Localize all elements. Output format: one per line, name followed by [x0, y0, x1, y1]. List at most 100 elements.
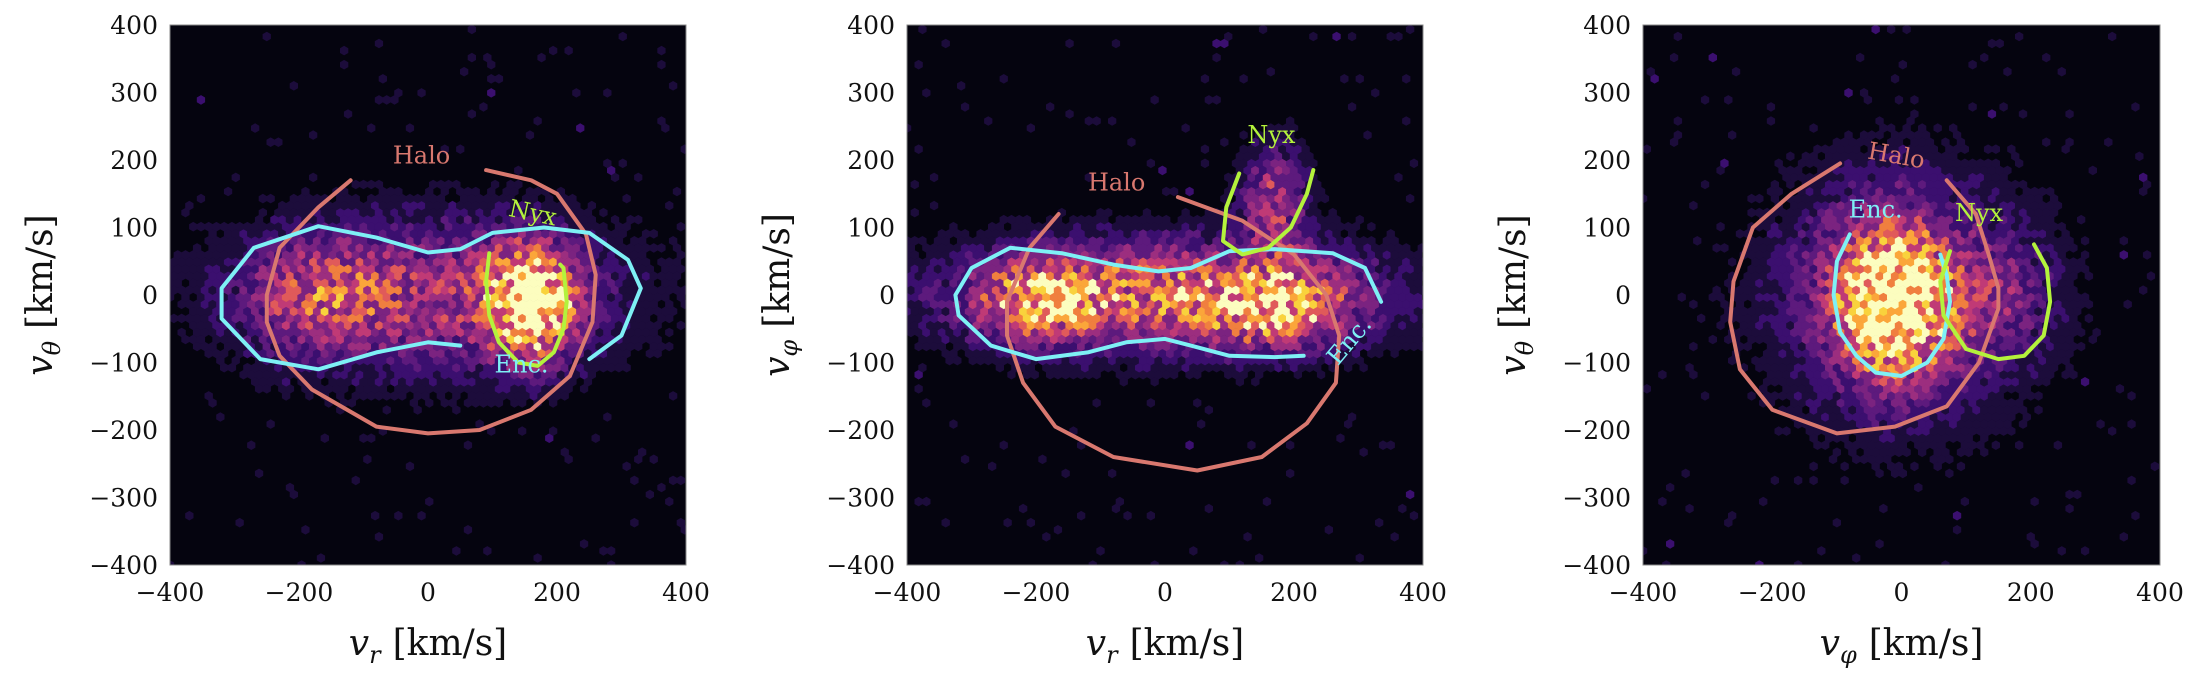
hexbin-cell — [1282, 264, 1291, 274]
hexbin-cell — [510, 214, 519, 225]
hexbin-cell — [347, 313, 356, 324]
hexbin-cell — [1069, 229, 1078, 239]
hexbin-cell — [2015, 313, 2024, 324]
hexbin-cell — [2038, 313, 2047, 324]
hexbin-cell — [487, 369, 496, 380]
hexbin-cell — [1398, 306, 1407, 317]
hexbin-cell — [1177, 355, 1186, 366]
hexbin-cell — [1347, 412, 1357, 422]
hexbin-cell — [995, 264, 1004, 274]
hexbin-cell — [2003, 377, 2012, 387]
hexbin-cell — [448, 327, 457, 338]
hexbin-cell — [1890, 271, 1900, 281]
hexbin-cell — [1189, 546, 1198, 556]
hexbin-cell — [394, 299, 403, 310]
hexbin-cell — [351, 377, 360, 387]
hexbin-cell — [1840, 306, 1849, 317]
hexbin-cell — [436, 306, 446, 317]
hexbin-cell — [1840, 405, 1849, 415]
hexbin-cell — [347, 369, 356, 380]
hexbin-cell — [2003, 278, 2012, 288]
hexbin-cell — [1359, 250, 1368, 260]
hexbin-cell — [1821, 384, 1830, 394]
hexbin-cell — [429, 377, 438, 387]
hexbin-cell — [1817, 193, 1826, 204]
hexbin-cell — [1786, 306, 1795, 317]
hexbin-cell — [2003, 320, 2012, 331]
hexbin-cell — [603, 158, 612, 169]
hexbin-cell — [1782, 214, 1791, 225]
hexbin-cell — [281, 278, 291, 288]
hexbin-cell — [1305, 207, 1314, 218]
hexbin-cell — [634, 172, 643, 183]
hexbin-cell — [243, 362, 252, 373]
hexbin-cell — [204, 264, 213, 274]
hexbin-cell — [1941, 193, 1950, 204]
hexbin-cell — [1274, 137, 1283, 147]
hexbin-cell — [1224, 341, 1233, 352]
hexbin-cell — [1817, 264, 1826, 274]
hexbin-cell — [1914, 271, 1923, 281]
hexbin-cell — [680, 299, 686, 310]
hexbin-cell — [1216, 243, 1225, 253]
hexbin-cell — [456, 257, 465, 267]
hexbin-cell — [1142, 292, 1152, 302]
hexbin-cell — [1828, 412, 1838, 422]
hexbin-cell — [297, 193, 306, 204]
hexbin-cell — [1968, 243, 1977, 253]
hexbin-cell — [340, 214, 349, 225]
hexbin-cell — [1355, 355, 1364, 366]
hexbin-cell — [1770, 334, 1779, 345]
hexbin-cell — [618, 285, 627, 295]
hexbin-cell — [1270, 144, 1279, 154]
hexbin-cell — [436, 221, 446, 232]
hexbin-cell — [1111, 38, 1121, 49]
hexbin-cell — [355, 214, 364, 225]
hexbin-cell — [1100, 313, 1109, 324]
hexbin-cell — [417, 214, 426, 225]
hexbin-cell — [254, 468, 264, 479]
hexbin-cell — [1181, 306, 1190, 317]
hexbin-cell — [2127, 391, 2136, 401]
hexbin-cell — [1828, 355, 1838, 366]
hexbin-cell — [583, 306, 593, 317]
hexbin-cell — [2080, 377, 2090, 387]
hexbin-cell — [429, 221, 438, 232]
hexbin-cell — [914, 299, 923, 310]
hexbin-cell — [1956, 348, 1966, 359]
hexbin-cell — [440, 144, 449, 154]
hexbin-cell — [1247, 285, 1256, 295]
hexbin-cell — [1135, 221, 1144, 232]
hexbin-cell — [382, 221, 391, 232]
hexbin-cell — [1239, 229, 1248, 239]
hexbin-cell — [1859, 398, 1869, 408]
hexbin-cell — [1925, 250, 1935, 260]
hexbin-cell — [1883, 327, 1892, 338]
hexbin-cell — [1825, 264, 1834, 274]
hexbin-cell — [1324, 525, 1333, 535]
hexbin-cell — [1770, 362, 1779, 373]
hexbin-cell — [1883, 398, 1892, 408]
hexbin-cell — [189, 320, 198, 331]
hexbin-cell — [1778, 207, 1787, 218]
hexbin-cell — [1883, 214, 1892, 225]
hexbin-cell — [1197, 419, 1206, 429]
hexbin-cell — [941, 306, 950, 317]
hexbin-cell — [1297, 362, 1306, 373]
hexbin-cell — [1809, 236, 1818, 246]
hexbin-cell — [1123, 510, 1132, 521]
hexbin-cell — [552, 362, 562, 373]
hexbin-cell — [390, 207, 399, 218]
hexbin-cell — [1964, 447, 1973, 458]
hexbin-cell — [1914, 214, 1923, 225]
hexbin-cell — [525, 369, 535, 380]
hexbin-cell — [1367, 292, 1376, 302]
hexbin-cell — [1088, 236, 1097, 246]
contour-halo — [264, 168, 598, 436]
hexbin-cell — [1255, 271, 1264, 281]
hexbin-cell — [1177, 214, 1186, 225]
hexbin-cell — [1077, 299, 1086, 310]
hexbin-cell — [390, 362, 399, 373]
hexbin-cell — [1848, 207, 1857, 218]
hexbin-cell — [525, 285, 535, 295]
